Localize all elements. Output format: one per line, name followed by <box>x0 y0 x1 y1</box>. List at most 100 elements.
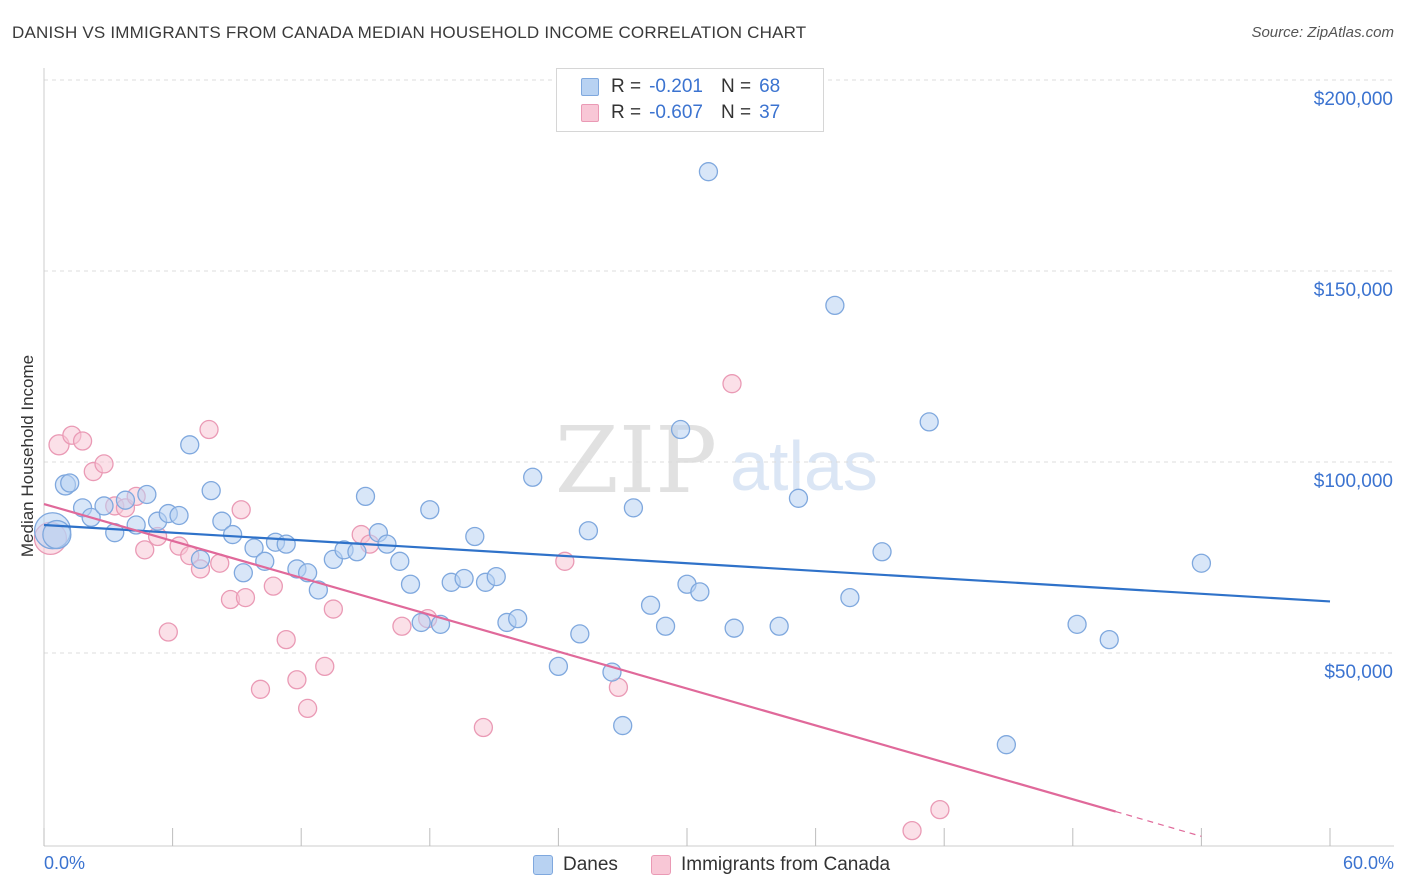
danes-point <box>400 574 421 594</box>
y-tick-labels: $50,000 $100,000 $150,000 $200,000 <box>1314 89 1393 683</box>
canada-point <box>199 419 219 440</box>
canada-n-value: 37 <box>759 102 781 123</box>
canada-point <box>135 540 155 560</box>
danes-point <box>347 542 367 562</box>
legend-row-canada: R = -0.607 N = 37 <box>581 100 780 126</box>
danes-point <box>169 505 189 526</box>
canada-point <box>722 374 742 394</box>
canada-trend-line <box>43 502 1116 813</box>
canada-point <box>231 500 251 520</box>
danes-point <box>355 486 376 507</box>
watermark: ZIP atlas <box>555 407 878 514</box>
danes-point <box>613 715 633 736</box>
y-tick-label: $100,000 <box>1314 471 1393 492</box>
danes-point <box>42 519 72 550</box>
canada-point <box>297 698 318 719</box>
danes-r-label: R = <box>611 76 642 97</box>
y-tick-label: $150,000 <box>1314 280 1393 301</box>
canada-n-label: N = <box>720 102 752 123</box>
canada-point <box>250 679 271 699</box>
danes-points <box>33 162 1212 755</box>
danes-point <box>1067 614 1087 634</box>
danes-point <box>825 295 845 316</box>
danes-point <box>115 490 136 510</box>
stats-legend: R = -0.201 N = 68 R = -0.607 N = 37 <box>556 68 824 132</box>
danes-point <box>788 488 809 508</box>
canada-point <box>473 717 494 738</box>
danes-n-label: N = <box>720 76 752 97</box>
canada-point <box>263 576 283 596</box>
danes-point <box>308 580 328 600</box>
y-tick-label: $200,000 <box>1314 89 1393 110</box>
x-tick-min: 0.0% <box>44 853 85 873</box>
canada-point <box>315 656 335 677</box>
danes-point <box>919 412 939 432</box>
bottom-danes-swatch <box>533 855 553 875</box>
danes-point <box>1191 553 1212 573</box>
danes-point <box>244 538 264 558</box>
danes-n-value: 68 <box>759 76 781 97</box>
canada-r-value: -0.607 <box>649 102 703 123</box>
watermark-zip: ZIP <box>555 407 717 514</box>
danes-point <box>190 549 211 570</box>
danes-point <box>60 473 80 493</box>
source-label: Source: ZipAtlas.com <box>1251 24 1394 41</box>
canada-point <box>158 622 178 642</box>
danes-point <box>872 542 892 562</box>
danes-point <box>94 496 114 516</box>
danes-point <box>1099 629 1119 650</box>
danes-point <box>222 524 243 545</box>
danes-point <box>454 568 474 589</box>
x-tick-max: 60.0% <box>1343 853 1394 873</box>
danes-point <box>420 500 440 520</box>
danes-point <box>180 435 200 455</box>
danes-point <box>212 511 232 531</box>
danes-point <box>201 480 221 501</box>
danes-point <box>276 534 296 554</box>
bottom-canada-label: Immigrants from Canada <box>681 854 891 875</box>
danes-point <box>486 566 506 587</box>
bottom-danes-label: Danes <box>563 854 618 875</box>
canada-point <box>94 454 114 474</box>
danes-point <box>548 656 569 677</box>
danes-point <box>508 608 528 629</box>
danes-point <box>724 618 744 638</box>
legend-row-danes: R = -0.201 N = 68 <box>581 74 780 100</box>
canada-point <box>72 431 93 451</box>
danes-point <box>465 526 485 547</box>
danes-r-value: -0.201 <box>649 76 703 97</box>
danes-point <box>411 612 431 633</box>
chart-title: DANISH VS IMMIGRANTS FROM CANADA MEDIAN … <box>12 23 807 42</box>
danes-point <box>698 162 719 182</box>
danes-point <box>996 735 1017 755</box>
danes-swatch <box>581 78 599 96</box>
canada-point <box>930 799 950 820</box>
axes <box>43 68 1394 847</box>
trend-lines <box>43 502 1331 837</box>
canada-point <box>276 629 296 650</box>
canada-point <box>902 820 922 841</box>
bottom-legend-canada: Immigrants from Canada <box>651 852 890 878</box>
y-tick-label: $50,000 <box>1324 662 1393 683</box>
bottom-legend-danes: Danes <box>533 852 618 878</box>
canada-swatch <box>581 104 599 122</box>
danes-point <box>137 484 157 505</box>
danes-point <box>623 498 644 518</box>
danes-point <box>670 419 691 440</box>
canada-point <box>235 587 256 608</box>
bottom-canada-swatch <box>651 855 671 875</box>
danes-point <box>640 595 661 615</box>
danes-point <box>840 587 860 608</box>
danes-point <box>523 467 543 487</box>
danes-point <box>570 624 590 644</box>
canada-point <box>323 599 344 619</box>
danes-point <box>655 616 676 636</box>
danes-point <box>578 521 599 541</box>
canada-point <box>392 616 412 636</box>
canada-point <box>287 670 307 690</box>
canada-trend-extension <box>1115 810 1202 837</box>
danes-point <box>769 616 789 636</box>
canada-r-label: R = <box>611 102 642 123</box>
danes-point <box>390 551 410 571</box>
